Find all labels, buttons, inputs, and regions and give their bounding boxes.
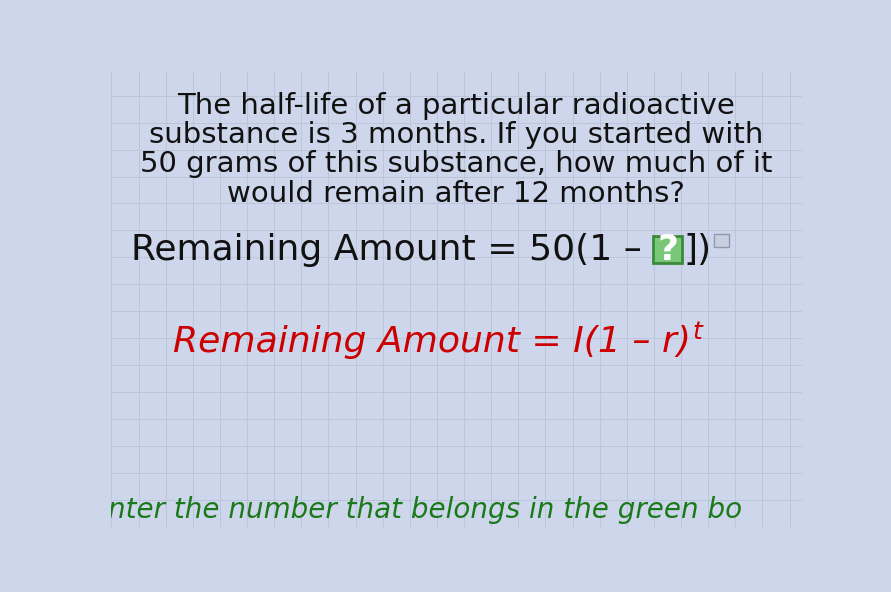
Text: The half-life of a particular radioactive: The half-life of a particular radioactiv… <box>177 92 735 120</box>
Text: Remaining Amount = 50(1 –: Remaining Amount = 50(1 – <box>131 233 653 266</box>
Text: Remaining Amount = I(1 – r): Remaining Amount = I(1 – r) <box>174 325 691 359</box>
Text: 50 grams of this substance, how much of it: 50 grams of this substance, how much of … <box>140 150 772 178</box>
Text: would remain after 12 months?: would remain after 12 months? <box>227 179 685 208</box>
Text: ?: ? <box>658 233 678 266</box>
FancyBboxPatch shape <box>714 233 729 247</box>
FancyBboxPatch shape <box>653 236 683 263</box>
Text: nter the number that belongs in the green bo: nter the number that belongs in the gree… <box>108 496 741 524</box>
Text: ]): ]) <box>683 233 711 266</box>
Text: substance is 3 months. If you started with: substance is 3 months. If you started wi… <box>149 121 764 149</box>
Text: t: t <box>692 320 702 344</box>
